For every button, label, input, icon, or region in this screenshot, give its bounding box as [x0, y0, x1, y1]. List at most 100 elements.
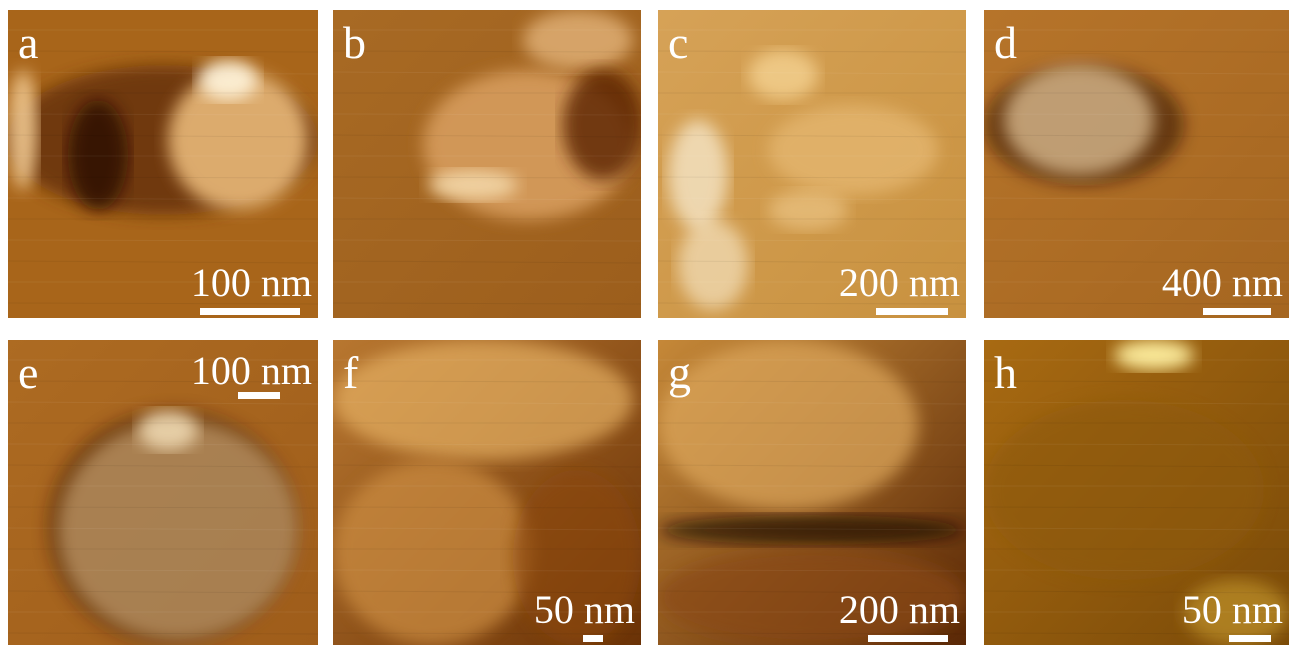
scan-line — [984, 239, 1289, 242]
scan-line — [658, 527, 966, 531]
scale-bar — [1229, 635, 1271, 642]
scan-line — [333, 71, 641, 75]
scan-line — [8, 197, 318, 201]
scan-line — [658, 632, 966, 635]
panel-label: f — [343, 347, 359, 398]
scan-line — [333, 401, 641, 405]
scan-line — [658, 260, 966, 264]
scan-line — [984, 401, 1289, 405]
scan-line — [8, 569, 318, 572]
scale-bar-label: 50 nm — [534, 587, 635, 632]
scan-line — [8, 260, 318, 264]
scan-line — [658, 464, 966, 468]
scan-line — [984, 527, 1289, 531]
scale-bar-label: 100 nm — [191, 348, 312, 393]
scan-line — [333, 197, 641, 201]
panel-label: b — [343, 17, 366, 68]
scan-line — [333, 302, 641, 305]
surface-feature — [1004, 65, 1154, 175]
scan-line — [658, 380, 966, 383]
scan-line — [658, 176, 966, 179]
surface-feature — [768, 190, 848, 230]
surface-feature — [333, 460, 533, 645]
surface-feature — [748, 50, 818, 100]
surface-feature — [678, 220, 748, 310]
scan-line — [984, 443, 1289, 446]
panel-label: e — [18, 347, 38, 398]
surface-feature — [668, 120, 728, 230]
scan-line — [984, 632, 1289, 635]
scale-bar — [238, 392, 280, 399]
surface-feature — [428, 170, 518, 200]
scan-line — [8, 113, 318, 116]
scan-line — [8, 380, 318, 383]
surface-feature — [984, 400, 1264, 580]
scan-line — [658, 50, 966, 53]
scale-bar — [1203, 308, 1271, 315]
scan-line — [984, 71, 1289, 75]
scan-line — [333, 632, 641, 635]
scale-bar-label: 100 nm — [191, 260, 312, 305]
surface-feature — [658, 340, 918, 510]
scan-line — [333, 113, 641, 116]
afm-panel: h 50 nm — [984, 340, 1289, 645]
scan-line — [984, 113, 1289, 116]
scan-line — [333, 50, 641, 53]
scan-line — [8, 590, 318, 594]
afm-panel: c 200 nm — [658, 10, 966, 318]
surface-feature — [658, 515, 966, 545]
surface-feature — [168, 70, 308, 210]
scan-line — [333, 239, 641, 242]
surface-feature — [1184, 580, 1289, 645]
scan-line — [658, 401, 966, 405]
surface-feature — [138, 410, 198, 450]
scan-line — [658, 71, 966, 75]
scan-line — [333, 506, 641, 509]
scan-line — [333, 134, 641, 138]
scan-line — [658, 569, 966, 572]
scan-line — [984, 260, 1289, 264]
scan-line — [984, 464, 1289, 468]
scale-bar — [200, 308, 300, 315]
scan-line — [333, 527, 641, 531]
scale-bar-label: 50 nm — [1182, 587, 1283, 632]
surface-feature — [513, 470, 641, 645]
scan-line — [658, 239, 966, 242]
surface-feature — [563, 70, 641, 180]
surface-feature — [333, 340, 633, 460]
afm-panel: f 50 nm — [333, 340, 641, 645]
afm-panel: a 100 nm — [8, 10, 318, 318]
afm-panel: e 100 nm — [8, 340, 318, 645]
surface-feature — [1114, 340, 1194, 370]
scan-line — [984, 380, 1289, 383]
scan-line — [658, 590, 966, 594]
scan-line — [333, 176, 641, 179]
scan-line — [8, 71, 318, 75]
scale-bar — [876, 308, 948, 315]
scan-line — [333, 443, 641, 446]
scan-line — [984, 590, 1289, 594]
scan-line — [8, 134, 318, 138]
surface-feature — [523, 10, 633, 70]
surface-feature — [198, 60, 258, 100]
surface-feature — [8, 70, 38, 190]
panel-label: h — [994, 347, 1017, 398]
scale-bar-label: 200 nm — [839, 587, 960, 632]
panel-label: g — [668, 347, 691, 398]
scan-line — [333, 569, 641, 572]
panel-label: a — [18, 17, 38, 68]
scan-line — [8, 176, 318, 179]
surface-feature — [768, 105, 938, 195]
scale-bar-label: 400 nm — [1162, 260, 1283, 305]
panel-label: d — [994, 17, 1017, 68]
scan-line — [333, 590, 641, 594]
scan-line — [658, 506, 966, 509]
scan-line — [984, 569, 1289, 572]
scan-line — [984, 50, 1289, 53]
scan-line — [658, 113, 966, 116]
scan-line — [8, 464, 318, 468]
scan-line — [984, 176, 1289, 179]
scan-line — [8, 443, 318, 446]
surface-feature — [658, 550, 966, 645]
scan-line — [8, 401, 318, 405]
